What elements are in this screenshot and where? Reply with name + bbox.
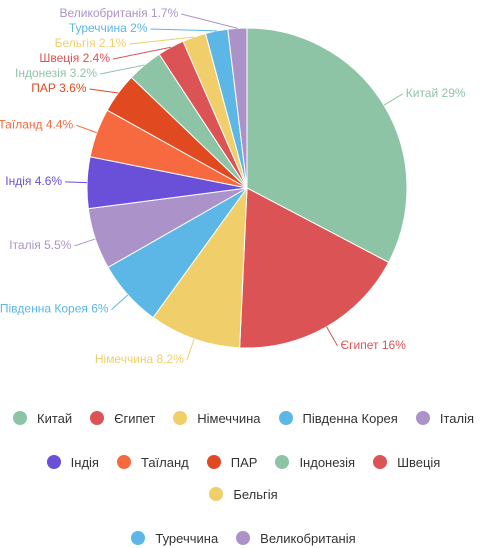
- data-label: ПАР 3.6%: [31, 81, 87, 95]
- legend-item[interactable]: Бельгія: [209, 484, 278, 504]
- legend-label: Таїланд: [140, 454, 189, 470]
- leader-line: [99, 64, 145, 75]
- legend-marker: [415, 411, 430, 425]
- leader-line: [150, 28, 217, 32]
- data-label: Індія 4.6%: [5, 174, 62, 188]
- leader-line: [112, 46, 171, 60]
- leader-line: [111, 294, 129, 310]
- legend-marker: [275, 455, 290, 469]
- legend-item[interactable]: ПАР: [206, 452, 258, 472]
- data-label: Бельгія 2.1%: [55, 36, 127, 50]
- legend-marker: [90, 411, 105, 425]
- data-label: Швеція 2.4%: [39, 51, 110, 65]
- legend-marker: [116, 455, 131, 469]
- data-label: Великобританія 1.7%: [59, 6, 178, 20]
- legend-label: Швеція: [397, 454, 441, 470]
- leader-line: [383, 93, 404, 106]
- legend-item[interactable]: Індонезія: [275, 452, 355, 472]
- data-label: Індонезія 3.2%: [15, 66, 97, 80]
- legend-marker: [13, 411, 27, 425]
- legend-item[interactable]: Південна Корея: [278, 408, 398, 428]
- legend-marker: [206, 455, 221, 469]
- leader-line: [89, 88, 119, 94]
- legend-label: Індія: [70, 454, 99, 470]
- legend-marker: [236, 531, 251, 545]
- leader-line: [74, 238, 96, 247]
- legend-label: Туреччина: [155, 530, 219, 546]
- page: {"chart_data": {"type": "pie", "categori…: [0, 6, 474, 546]
- data-label: Італія 5.5%: [9, 238, 72, 252]
- legend-marker: [209, 487, 224, 501]
- leader-line: [186, 338, 195, 360]
- leader-line: [76, 124, 98, 134]
- legend-label: ПАР: [230, 454, 258, 470]
- legend-item[interactable]: Таїланд: [116, 452, 189, 472]
- legend-item[interactable]: Німеччина: [173, 408, 261, 428]
- legend-label: Китай: [37, 410, 73, 426]
- legend-label: Італія: [439, 410, 474, 426]
- leader-line: [326, 326, 338, 347]
- chart: Китай 29% Єгипет 16% Німеччина 8.2% Південн…: [0, 6, 466, 366]
- legend-item[interactable]: Великобританія: [236, 528, 356, 548]
- leader-line: [181, 13, 238, 29]
- data-label: Німеччина 8.2%: [95, 352, 184, 366]
- legend-marker: [46, 455, 61, 469]
- pie-slice: [239, 187, 390, 349]
- data-label: Таїланд 4.4%: [0, 117, 74, 131]
- legend-marker: [131, 531, 146, 545]
- legend-label: Великобританія: [260, 530, 356, 546]
- data-label: Єгипет 16%: [341, 338, 407, 352]
- legend-label: Південна Корея: [302, 410, 398, 426]
- data-label: Південна Корея 6%: [0, 302, 109, 316]
- leader-line: [65, 181, 88, 184]
- legend-label: Бельгія: [233, 486, 278, 502]
- legend-item[interactable]: Індія: [46, 452, 99, 472]
- legend-item[interactable]: Китай: [13, 408, 72, 428]
- legend-item[interactable]: Італія: [415, 408, 474, 428]
- legend-marker: [173, 411, 188, 425]
- data-label: Туреччина 2%: [69, 21, 148, 35]
- legend-marker: [278, 411, 293, 425]
- pie-slice: [152, 186, 248, 349]
- leader-line: [129, 36, 195, 45]
- legend-label: Єгипет: [114, 410, 156, 426]
- data-label: Китай 29%: [406, 86, 466, 100]
- legend-item[interactable]: Туреччина: [131, 528, 218, 548]
- legend-item[interactable]: Швеція: [373, 452, 440, 472]
- legend-marker: [373, 455, 388, 469]
- legend-label: Індонезія: [299, 454, 356, 470]
- legend-label: Німеччина: [197, 410, 261, 426]
- legend: Китай Єгипет Німеччина Південна Корея Італія…: [0, 408, 487, 548]
- legend-item[interactable]: Єгипет: [90, 408, 155, 428]
